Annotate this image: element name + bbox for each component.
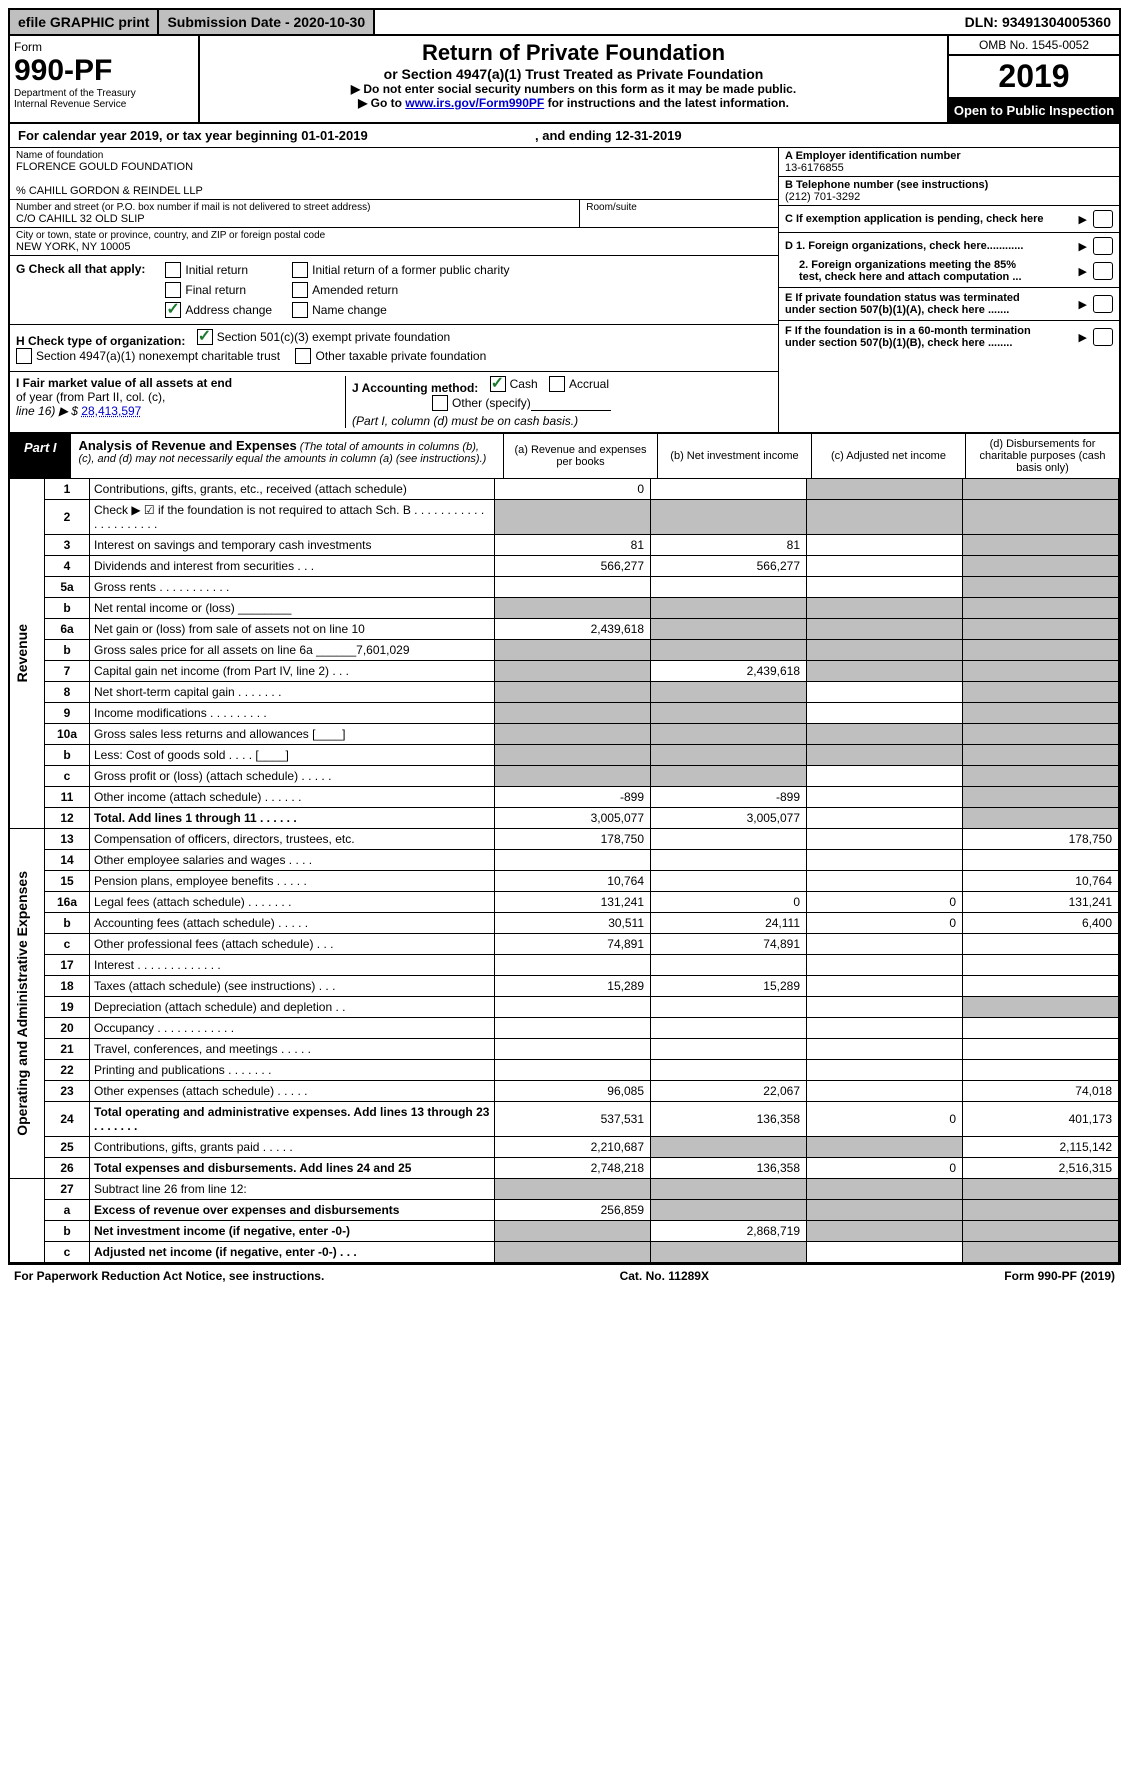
city-lbl: City or town, state or province, country…	[16, 230, 772, 241]
ein: 13-6176855	[785, 162, 844, 174]
name-lbl: Name of foundation	[16, 150, 772, 161]
chk-other-tax[interactable]	[295, 348, 311, 364]
ein-lbl: A Employer identification number	[785, 150, 961, 162]
chk-name-change[interactable]	[292, 302, 308, 318]
top-bar: efile GRAPHIC print Submission Date - 20…	[10, 10, 1119, 36]
revenue-table: Revenue1Contributions, gifts, grants, et…	[10, 479, 1119, 829]
part-title: Analysis of Revenue and Expenses	[79, 438, 297, 453]
room-lbl: Room/suite	[586, 202, 772, 213]
chk-accrual[interactable]	[549, 376, 565, 392]
dln: DLN: 93491304005360	[957, 10, 1119, 34]
calendar-year: For calendar year 2019, or tax year begi…	[10, 124, 1119, 148]
d-line: D 1. Foreign organizations, check here..…	[779, 233, 1119, 288]
title: Return of Private Foundation	[208, 40, 939, 66]
chk-501c3[interactable]	[197, 329, 213, 345]
foundation-name: FLORENCE GOULD FOUNDATION	[16, 161, 772, 173]
chk-4947[interactable]	[16, 348, 32, 364]
submission-date: Submission Date - 2020-10-30	[159, 10, 375, 34]
note2: ▶ Go to www.irs.gov/Form990PF for instru…	[208, 96, 939, 110]
summary-table: 27Subtract line 26 from line 12:aExcess …	[10, 1179, 1119, 1263]
chk-d1[interactable]	[1093, 237, 1113, 255]
chk-c[interactable]	[1093, 210, 1113, 228]
ij-row: I Fair market value of all assets at end…	[10, 372, 778, 432]
chk-address[interactable]	[165, 302, 181, 318]
addr-lbl: Number and street (or P.O. box number if…	[16, 202, 573, 213]
f-line: F If the foundation is in a 60-month ter…	[779, 321, 1119, 353]
chk-initial[interactable]	[165, 262, 181, 278]
chk-cash[interactable]	[490, 376, 506, 392]
form-link[interactable]: www.irs.gov/Form990PF	[405, 96, 544, 110]
tel-lbl: B Telephone number (see instructions)	[785, 179, 988, 191]
chk-final[interactable]	[165, 282, 181, 298]
form-number: 990-PF	[14, 54, 194, 88]
form-container: efile GRAPHIC print Submission Date - 20…	[8, 8, 1121, 1265]
omb: OMB No. 1545-0052	[949, 36, 1119, 56]
dept1: Department of the Treasury	[14, 88, 194, 99]
col-d: (d) Disbursements for charitable purpose…	[966, 434, 1119, 478]
g-row: G Check all that apply: Initial return F…	[10, 256, 778, 325]
footer-left: For Paperwork Reduction Act Notice, see …	[14, 1269, 324, 1283]
chk-other-method[interactable]	[432, 395, 448, 411]
col-a: (a) Revenue and expenses per books	[504, 434, 658, 478]
part-label: Part I	[10, 434, 71, 478]
chk-e[interactable]	[1093, 295, 1113, 313]
dept2: Internal Revenue Service	[14, 99, 194, 110]
col-c: (c) Adjusted net income	[812, 434, 966, 478]
footer-right: Form 990-PF (2019)	[1004, 1269, 1115, 1283]
header: Form 990-PF Department of the Treasury I…	[10, 36, 1119, 124]
footer: For Paperwork Reduction Act Notice, see …	[8, 1265, 1121, 1287]
e-line: E If private foundation status was termi…	[779, 288, 1119, 321]
efile-btn[interactable]: efile GRAPHIC print	[10, 10, 159, 34]
form-word: Form	[14, 40, 194, 54]
subtitle: or Section 4947(a)(1) Trust Treated as P…	[208, 66, 939, 82]
info-grid: Name of foundation FLORENCE GOULD FOUNDA…	[10, 148, 1119, 434]
h-row: H Check type of organization: Section 50…	[10, 325, 778, 372]
tax-year: 2019	[949, 56, 1119, 99]
chk-amended[interactable]	[292, 282, 308, 298]
address: C/O CAHILL 32 OLD SLIP	[16, 213, 573, 225]
part-header: Part I Analysis of Revenue and Expenses …	[10, 434, 1119, 479]
c-line: C If exemption application is pending, c…	[779, 206, 1119, 233]
footer-mid: Cat. No. 11289X	[620, 1269, 709, 1283]
chk-d2[interactable]	[1093, 262, 1113, 280]
tel: (212) 701-3292	[785, 191, 860, 203]
chk-initial-former[interactable]	[292, 262, 308, 278]
inspect: Open to Public Inspection	[949, 99, 1119, 122]
col-b: (b) Net investment income	[658, 434, 812, 478]
note1: ▶ Do not enter social security numbers o…	[208, 82, 939, 96]
expenses-table: Operating and Administrative Expenses13C…	[10, 829, 1119, 1179]
fmv: 28,413,597	[81, 404, 141, 418]
care-of: % CAHILL GORDON & REINDEL LLP	[16, 185, 772, 197]
city: NEW YORK, NY 10005	[16, 241, 772, 253]
chk-f[interactable]	[1093, 328, 1113, 346]
